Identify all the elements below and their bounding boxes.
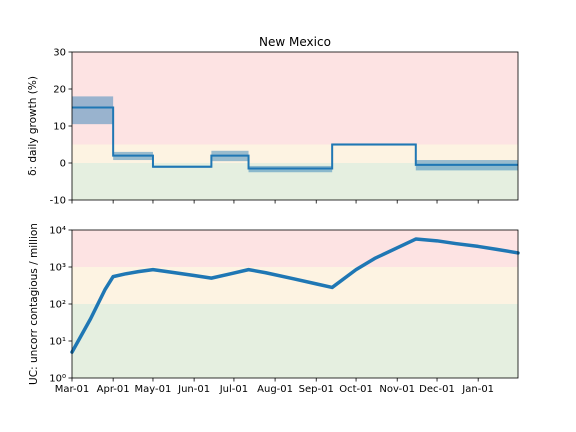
growth-interval-0 xyxy=(72,96,114,125)
bottom-ytick-label-1: 10¹ xyxy=(49,337,66,348)
top-ytick-label-2: 10 xyxy=(53,122,66,133)
bottom-xtick-label-8: Nov-01 xyxy=(379,384,415,395)
contagious-panel: 10⁰ 10¹ 10² 10³ 10⁴ Mar-01 Apr-01 May-01 Jun-01… xyxy=(28,223,520,395)
bottom-xtick-label-0: Mar-01 xyxy=(55,384,90,395)
top-ytick-label-0: -10 xyxy=(50,196,66,207)
bottom-band-2 xyxy=(72,230,518,267)
top-band-2 xyxy=(72,52,518,145)
bottom-xtick-label-5: Aug-01 xyxy=(257,384,293,395)
bottom-xtick-label-1: Apr-01 xyxy=(97,384,130,395)
bottom-ytick-label-0: 10⁰ xyxy=(49,374,66,385)
top-ytick-label-3: 20 xyxy=(53,85,66,96)
chart-title: New Mexico xyxy=(259,35,331,49)
bottom-band-0 xyxy=(72,304,518,378)
top-y-axis-label: δ: daily growth (%) xyxy=(27,76,39,176)
top-ytick-label-1: 0 xyxy=(60,159,66,170)
bottom-xtick-label-9: Dec-01 xyxy=(419,384,455,395)
bottom-xtick-label-10: Jan-01 xyxy=(461,384,494,395)
bottom-xtick-label-4: Jul-01 xyxy=(219,384,248,395)
bottom-ytick-label-4: 10⁴ xyxy=(49,226,66,237)
growth-rate-panel: -10 0 10 20 30 New Mexico δ: daily growth (%… xyxy=(27,35,519,207)
bottom-ytick-label-3: 10³ xyxy=(49,263,66,274)
bottom-band-1 xyxy=(72,267,518,304)
bottom-xtick-label-6: Sep-01 xyxy=(299,384,334,395)
growth-step-line xyxy=(72,106,518,170)
bottom-xtick-label-3: Jun-01 xyxy=(177,384,210,395)
bottom-xtick-label-7: Oct-01 xyxy=(339,384,373,395)
top-band-1 xyxy=(72,144,518,163)
bottom-xtick-label-2: May-01 xyxy=(135,384,172,395)
bottom-y-axis-label: UC: uncorr contagious / million xyxy=(28,223,40,385)
top-ytick-label-4: 30 xyxy=(53,48,66,59)
bottom-ytick-label-2: 10² xyxy=(49,300,66,311)
contagious-line xyxy=(70,237,520,354)
